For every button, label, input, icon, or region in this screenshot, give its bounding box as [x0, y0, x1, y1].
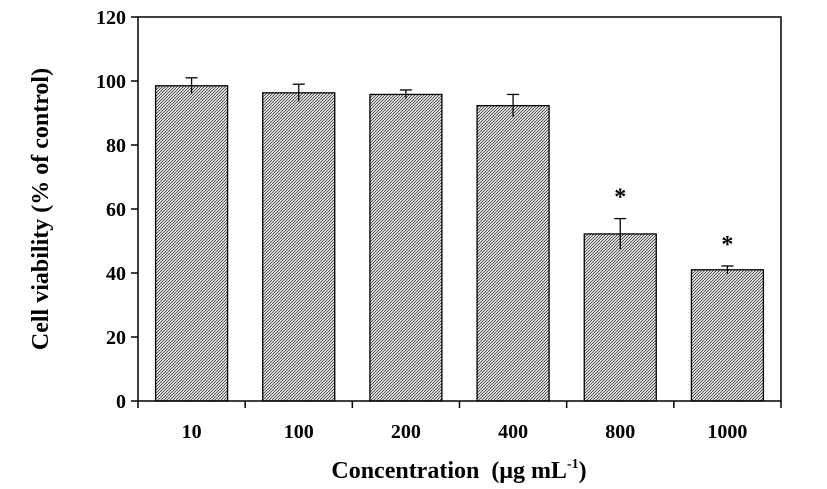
- y-axis-title: Cell viability (% of control): [28, 68, 54, 350]
- bar-400: [476, 104, 550, 402]
- x-axis-unit-suffix: ): [579, 458, 587, 484]
- y-axis-ticks: 0 20 40 60 80 100 120: [96, 7, 138, 413]
- x-axis-unit-prefix: (μg mL: [491, 458, 567, 484]
- x-axis-title: Concentration (μg mL-1): [331, 457, 586, 484]
- significance-mark: *: [614, 185, 626, 211]
- y-tick-label: 20: [106, 327, 126, 349]
- x-axis-unit-exponent: -1: [567, 457, 579, 472]
- bar-10: [154, 85, 229, 402]
- bars-group: [154, 85, 765, 402]
- x-tick-label: 400: [498, 421, 528, 443]
- x-axis-ticks: 10 100 200 400 800 1000: [137, 401, 782, 443]
- x-axis-title-text: Concentration: [331, 458, 479, 484]
- bar-200: [369, 93, 443, 402]
- x-tick-label: 1000: [707, 421, 747, 443]
- plot-frame: [137, 16, 782, 402]
- bar-100: [262, 92, 336, 402]
- bar-800: [583, 233, 657, 402]
- x-tick-label: 800: [605, 421, 635, 443]
- bar-1000: [690, 269, 765, 402]
- y-tick-label: 60: [106, 199, 126, 221]
- x-tick-label: 200: [391, 421, 421, 443]
- y-tick-label: 40: [106, 263, 126, 285]
- significance-mark: *: [721, 232, 733, 258]
- x-tick-label: 10: [182, 421, 202, 443]
- y-tick-label: 120: [96, 7, 126, 29]
- significance-marks-group: **: [614, 185, 733, 258]
- y-tick-label: 100: [96, 71, 126, 93]
- error-bars-group: [185, 77, 734, 274]
- x-tick-label: 100: [284, 421, 314, 443]
- y-tick-label: 0: [116, 391, 126, 413]
- y-tick-label: 80: [106, 135, 126, 157]
